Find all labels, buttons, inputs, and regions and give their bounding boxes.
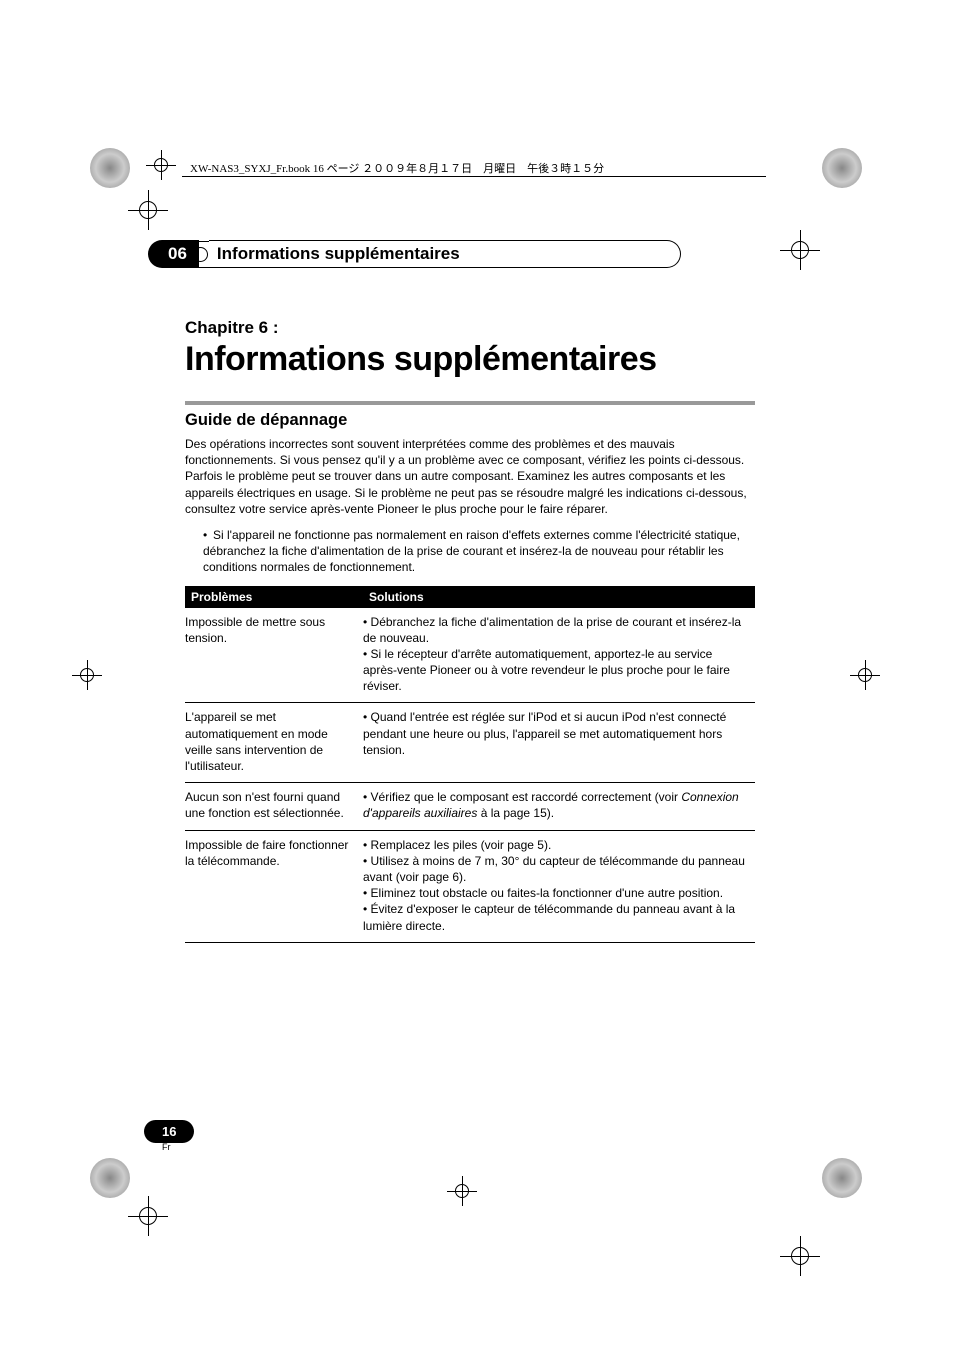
guide-bullet-text: Si l'appareil ne fonctionne pas normalem… [203,528,740,574]
bullet-dot-icon: • [203,527,213,543]
crop-mark-bl-filled [90,1158,130,1198]
solution-line: • Eliminez tout obstacle ou faites-la fo… [363,885,749,901]
solution-line: • Si le récepteur d'arrête automatiqueme… [363,646,749,695]
col-solution-header: Solutions [363,586,755,608]
solution-line: • Quand l'entrée est réglée sur l'iPod e… [363,709,749,758]
section-number: 06 [148,240,199,268]
problem-cell: Impossible de faire fonctionner la téléc… [185,830,363,942]
solution-line: • Vérifiez que le composant est raccordé… [363,789,749,821]
crop-mark-tl-cross [128,190,168,230]
solution-line: • Évitez d'exposer le capteur de télécom… [363,901,749,933]
guide-bullet: •Si l'appareil ne fonctionne pas normale… [203,527,755,576]
crop-mark-br-filled [822,1158,862,1198]
section-title: Informations supplémentaires [209,240,681,268]
doc-header-rule [182,176,766,177]
reg-mark-right [850,660,880,690]
section-bar: 06 Informations supplémentaires [148,240,681,268]
crop-mark-tr-cross [780,230,820,270]
reg-mark-bottom [447,1176,477,1206]
guide-heading: Guide de dépannage [185,411,755,430]
problem-cell: Aucun son n'est fourni quand une fonctio… [185,783,363,830]
table-row: L'appareil se met automatiquement en mod… [185,703,755,783]
solution-line: • Débranchez la fiche d'alimentation de … [363,614,749,646]
crop-mark-tl-filled [90,148,130,188]
solution-cell: • Remplacez les piles (voir page 5). • U… [363,830,755,942]
solution-cell: • Débranchez la fiche d'alimentation de … [363,608,755,703]
page-lang-label: Fr [162,1142,171,1152]
table-row: Aucun son n'est fourni quand une fonctio… [185,783,755,830]
chapter-label: Chapitre 6 : [185,318,755,338]
crop-mark-br-cross [780,1236,820,1276]
section-divider-icon [199,241,209,268]
solution-cell: • Vérifiez que le composant est raccordé… [363,783,755,830]
solution-cell: • Quand l'entrée est réglée sur l'iPod e… [363,703,755,783]
crop-mark-bl-cross [128,1196,168,1236]
solution-line: • Remplacez les piles (voir page 5). [363,837,749,853]
col-problem-header: Problèmes [185,586,363,608]
reg-mark-left [72,660,102,690]
doc-header-text: XW-NAS3_SYXJ_Fr.book 16 ページ ２００９年８月１７日 月… [190,160,604,176]
reg-mark-header [146,150,176,180]
grey-rule [185,401,755,405]
table-row: Impossible de faire fonctionner la téléc… [185,830,755,942]
problem-cell: Impossible de mettre sous tension. [185,608,363,703]
table-row: Impossible de mettre sous tension. • Déb… [185,608,755,703]
chapter-title: Informations supplémentaires [185,340,755,379]
solution-line: • Utilisez à moins de 7 m, 30° du capteu… [363,853,749,885]
crop-mark-tr-filled [822,148,862,188]
page-content: Chapitre 6 : Informations supplémentaire… [185,318,755,943]
guide-body: Des opérations incorrectes sont souvent … [185,436,755,517]
troubleshoot-table: Problèmes Solutions Impossible de mettre… [185,586,755,943]
page-number-badge: 16 [144,1120,194,1143]
problem-cell: L'appareil se met automatiquement en mod… [185,703,363,783]
